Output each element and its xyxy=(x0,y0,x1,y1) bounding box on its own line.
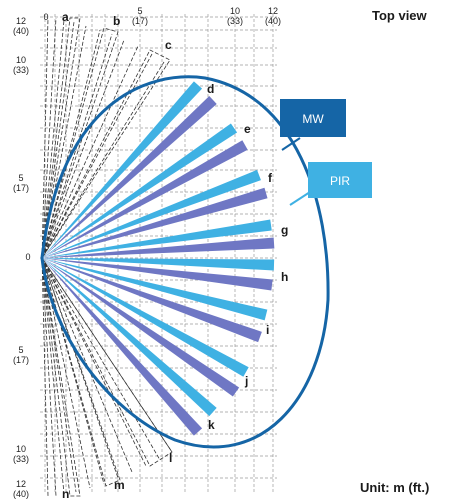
pir-beam xyxy=(42,169,261,258)
tick-left-5b-ft: (17) xyxy=(13,355,29,365)
mw-beam xyxy=(42,258,273,291)
pir-beam xyxy=(42,258,249,377)
fan-dash-line xyxy=(41,45,139,259)
tick-top-10-m: 10 xyxy=(230,6,240,16)
fan-dash-line xyxy=(41,257,65,495)
zone-label-e: e xyxy=(244,122,251,136)
fan-dash-line xyxy=(41,29,101,259)
fan-dash-line xyxy=(41,257,173,453)
tick-left-10-m: 10 xyxy=(16,55,26,65)
mw-beam xyxy=(42,237,275,258)
pir-callout: PIR xyxy=(289,162,372,206)
tick-left-10b-ft: (33) xyxy=(13,454,29,464)
zone-label-m: m xyxy=(114,478,125,492)
mw-beam xyxy=(42,258,262,343)
tick-top-12-m: 12 xyxy=(268,6,278,16)
mw-beam xyxy=(42,258,240,397)
mw-beam xyxy=(42,258,203,436)
pir-beam xyxy=(42,258,217,417)
top-axis-ticks: 0 5 (17) 10 (33) 12 (40) xyxy=(43,6,281,26)
pir-beam xyxy=(42,81,203,259)
mw-beam xyxy=(42,140,248,258)
fan-dash-line xyxy=(41,53,153,259)
fan-dash-line xyxy=(41,257,49,497)
zone-label-l: l xyxy=(169,451,172,465)
tick-left-0-m: 0 xyxy=(25,252,30,262)
fan-dash-line xyxy=(41,257,161,461)
tick-left-5b-m: 5 xyxy=(18,345,23,355)
fan-wedge xyxy=(41,49,171,259)
tick-left-10-ft: (33) xyxy=(13,65,29,75)
mw-beam xyxy=(42,187,268,258)
tick-left-5-m: 5 xyxy=(18,173,23,183)
fan-dash-line xyxy=(41,19,65,259)
tick-top-5-m: 5 xyxy=(137,6,142,16)
pir-callout-label: PIR xyxy=(330,174,350,188)
pir-beam xyxy=(42,258,268,321)
zone-label-b: b xyxy=(113,14,120,28)
tick-left-12-ft: (40) xyxy=(13,26,29,36)
zone-label-d: d xyxy=(207,82,214,96)
zone-label-j: j xyxy=(244,374,248,388)
zone-label-a: a xyxy=(62,10,69,24)
pir-callout-pointer xyxy=(289,191,311,206)
fan-dash-line xyxy=(41,257,147,467)
zone-label-i: i xyxy=(266,323,269,337)
fan-wedge xyxy=(41,17,81,259)
pir-beam xyxy=(42,258,275,271)
zone-label-g: g xyxy=(281,223,288,237)
tick-left-12-m: 12 xyxy=(16,16,26,26)
tick-left-12b-m: 12 xyxy=(16,479,26,489)
mw-callout-box xyxy=(280,99,346,137)
pir-callout-box xyxy=(308,162,372,198)
fan-dash-line xyxy=(41,257,57,497)
tick-top-12-ft: (40) xyxy=(265,16,281,26)
pir-beam xyxy=(42,123,238,258)
tick-top-5-ft: (17) xyxy=(132,16,148,26)
beam-group xyxy=(42,81,275,436)
mw-callout-pointer xyxy=(281,137,301,151)
left-axis-ticks: 12 (40) 10 (33) 5 (17) 0 5 (17) 10 (33) … xyxy=(13,16,31,499)
zone-label-n: n xyxy=(62,487,69,501)
fan-wedge xyxy=(41,257,121,487)
pir-beam xyxy=(42,219,272,258)
fan-dash-line xyxy=(41,61,165,259)
mw-callout-label: MW xyxy=(302,112,324,126)
zone-label-f: f xyxy=(268,171,273,185)
fan-wedge xyxy=(41,257,173,467)
fan-dash-line xyxy=(41,257,77,493)
mw-beam xyxy=(42,95,217,259)
fan-dash-line xyxy=(41,17,57,259)
zone-label-k: k xyxy=(208,418,215,432)
mw-detection-boundary xyxy=(40,75,330,449)
unit-label: Unit: m (ft.) xyxy=(360,480,430,495)
zone-letters: a b c d e f g h i j k l m n xyxy=(62,10,288,501)
zone-label-c: c xyxy=(165,38,172,52)
fan-dash-line xyxy=(41,17,49,259)
tick-left-5-ft: (17) xyxy=(13,183,29,193)
tick-left-12b-ft: (40) xyxy=(13,489,29,499)
tick-top-0-m: 0 xyxy=(43,12,48,22)
fan-dash-line xyxy=(41,39,125,259)
zone-label-h: h xyxy=(281,270,288,284)
title: Top view xyxy=(372,8,427,23)
tick-top-10-ft: (33) xyxy=(227,16,243,26)
tick-left-10b-m: 10 xyxy=(16,444,26,454)
mw-callout: MW xyxy=(280,99,346,151)
fan-dash-line xyxy=(41,257,119,479)
